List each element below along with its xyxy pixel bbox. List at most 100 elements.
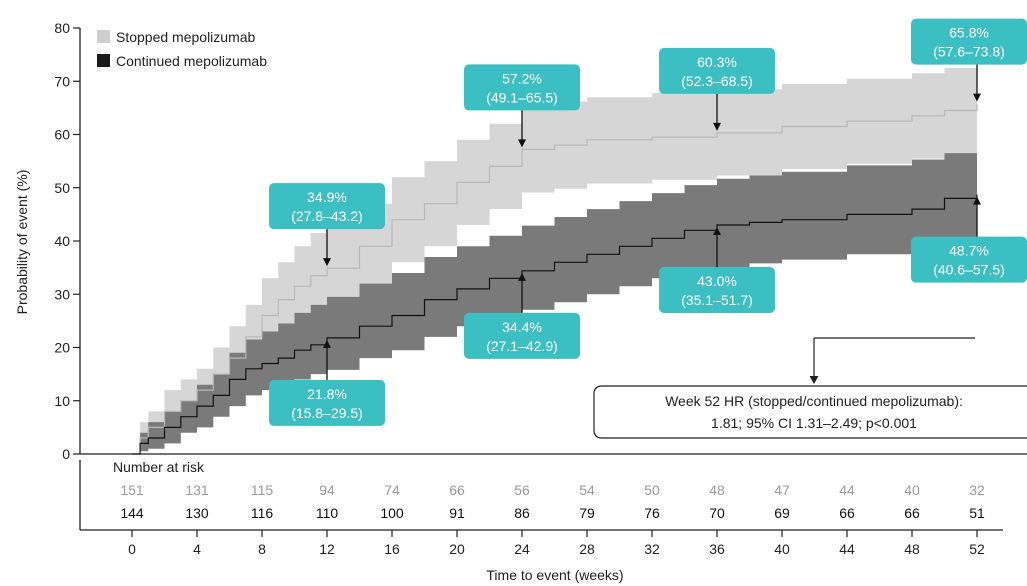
annotation-week-24-down: 57.2% (49.1–65.5) [464,64,580,148]
risk-count-continued: 66 [839,505,855,521]
risk-count-continued: 100 [380,505,404,521]
risk-count-continued: 66 [904,505,920,521]
risk-count-stopped: 151 [120,482,144,498]
legend-label-continued: Continued mepolizumab [116,53,267,69]
x-tick-label: 40 [774,541,790,557]
annotation-ci: (35.1–51.7) [681,292,753,308]
hr-box: Week 52 HR (stopped/continued mepolizuma… [593,337,1027,439]
hr-line1: Week 52 HR (stopped/continued mepolizuma… [665,393,963,409]
risk-count-stopped: 74 [384,482,400,498]
legend-swatch-continued [97,54,110,67]
x-tick-label: 24 [514,541,530,557]
x-tick-label: 16 [384,541,400,557]
annotation-week-36-down: 60.3% (52.3–68.5) [659,47,775,131]
annotation-ci: (27.1–42.9) [486,338,558,354]
km-line-stopped [132,103,978,455]
annotation-estimate: 21.8% [307,386,347,402]
annotation-arrowhead [713,122,721,131]
annotation-box [464,312,580,359]
annotation-arrowhead [973,196,981,205]
risk-count-continued: 91 [449,505,465,521]
risk-count-continued: 110 [316,505,339,521]
annotation-box [659,267,775,314]
y-tick-label: 40 [54,233,70,249]
annotation-arrowhead [973,93,981,102]
risk-table-title: Number at risk [113,459,205,475]
x-tick-label: 4 [193,541,201,557]
annotation-ci: (52.3–68.5) [681,73,753,89]
risk-count-stopped: 44 [839,482,855,498]
annotation-ci: (49.1–65.5) [486,89,558,105]
risk-count-stopped: 131 [185,482,209,498]
annotation-box [911,18,1027,65]
axes [79,28,1027,531]
hr-box-frame [593,385,1027,439]
risk-count-continued: 69 [774,505,790,521]
annotation-box [464,64,580,111]
y-tick-label: 50 [54,180,70,196]
y-axis-label: Probability of event (%) [14,170,30,315]
y-tick-label: 0 [62,446,70,462]
risk-count-continued: 116 [251,505,274,521]
annotation-estimate: 43.0% [697,273,737,289]
risk-count-continued: 51 [969,505,985,521]
y-tick-label: 20 [54,340,70,356]
x-tick-label: 36 [709,541,725,557]
risk-count-stopped: 56 [514,482,530,498]
ci-band-continued [132,147,977,455]
risk-count-stopped: 47 [774,482,790,498]
risk-table: 151 131 115 94 74 66 56 54 50 48 47 44 40 32 144 130 116… [120,482,985,521]
confidence-bands [132,61,977,455]
annotation-arrowhead [518,139,526,148]
risk-count-continued: 130 [185,505,209,521]
annotation-estimate: 65.8% [949,25,989,41]
annotation-estimate: 48.7% [949,243,989,259]
annotation-box [269,379,385,426]
annotation-arrowhead [518,272,526,281]
risk-count-stopped: 54 [579,482,595,498]
risk-count-stopped: 94 [319,482,335,498]
risk-count-stopped: 66 [449,482,465,498]
risk-count-stopped: 32 [969,482,985,498]
survival-lines [132,103,978,455]
legend-label-stopped: Stopped mepolizumab [116,29,256,45]
x-tick-label: 44 [839,541,855,557]
x-tick-label: 12 [319,541,335,557]
y-tick-label: 10 [54,393,70,409]
annotation-estimate: 34.9% [307,189,347,205]
annotation-estimate: 34.4% [502,319,542,335]
annotation-week-36-up: 43.0% (35.1–51.7) [659,227,775,314]
annotation-arrowhead [323,339,331,348]
x-tick-label: 28 [579,541,595,557]
annotations: 34.9% (27.8–43.2) 57.2% (49.1–65.5) 60.3% (52… [269,18,1027,426]
hr-connector-arrowhead [809,376,819,384]
annotation-box [659,47,775,94]
annotation-estimate: 60.3% [697,54,737,70]
hr-line2: 1.81; 95% CI 1.31–2.49; p<0.001 [711,415,917,431]
annotation-arrowhead [323,258,331,267]
y-tick-label: 60 [54,127,70,143]
annotation-week-12-up: 21.8% (15.8–29.5) [269,339,385,426]
risk-count-stopped: 40 [904,482,920,498]
x-tick-label: 48 [904,541,920,557]
risk-count-continued: 144 [120,505,144,521]
x-tick-label: 0 [128,541,136,557]
risk-count-stopped: 50 [644,482,660,498]
annotation-ci: (40.6–57.5) [933,262,1005,278]
annotation-ci: (57.6–73.8) [933,44,1005,60]
x-tick-label: 20 [449,541,465,557]
risk-count-continued: 79 [579,505,595,521]
annotation-ci: (15.8–29.5) [291,405,363,421]
risk-count-stopped: 48 [709,482,725,498]
y-tick-label: 80 [54,20,70,36]
risk-count-continued: 86 [514,505,530,521]
x-tick-label: 8 [258,541,266,557]
risk-count-continued: 70 [709,505,725,521]
annotation-arrowhead [713,227,721,236]
km-line-continued [132,194,978,455]
risk-count-stopped: 115 [251,482,274,498]
annotation-box [911,236,1027,283]
annotation-ci: (27.8–43.2) [291,208,363,224]
